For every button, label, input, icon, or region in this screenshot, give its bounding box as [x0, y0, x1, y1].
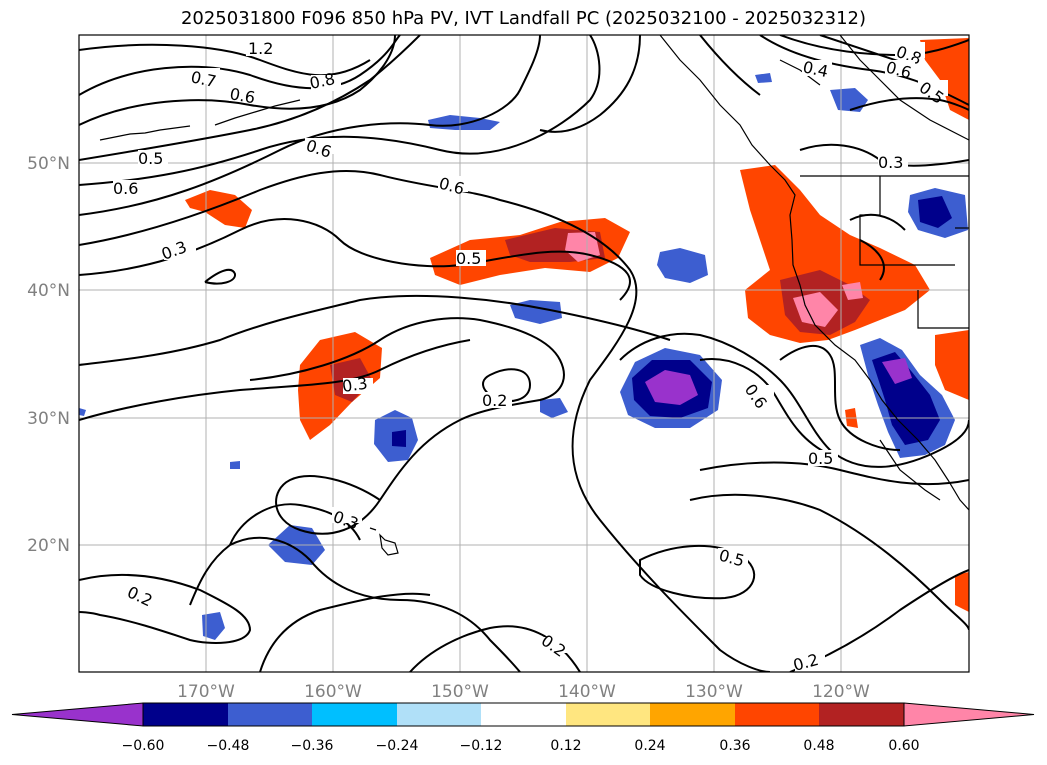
lon-label: 170°W [177, 682, 235, 702]
contour-label: 0.6 [113, 179, 138, 198]
lat-label: 20°N [27, 536, 70, 556]
pv-contours [79, 35, 969, 672]
longitude-labels: 170°W 160°W 150°W 140°W 130°W 120°W [177, 682, 870, 702]
contour-label: 0.6 [228, 84, 256, 107]
contour-label: 0.2 [482, 391, 507, 410]
colorbar-tick-label: 0.48 [803, 738, 834, 754]
lon-label: 130°W [685, 682, 743, 702]
contour-label: 0.3 [341, 374, 369, 396]
colorbar-tick-label: 0.12 [550, 738, 581, 754]
colorbar-ticks: −0.60 −0.48 −0.36 −0.24 −0.12 0.12 0.24 … [122, 738, 920, 754]
lat-label: 40°N [27, 281, 70, 301]
colorbar-tick-label: 0.36 [719, 738, 750, 754]
lat-label: 30°N [27, 409, 70, 429]
contour-label: 0.3 [878, 153, 903, 172]
colorbar-segment [143, 703, 228, 726]
contour-label: 0.5 [138, 149, 163, 168]
contour-label: 0.5 [808, 449, 833, 468]
contour-label: 0.5 [456, 249, 481, 268]
map-background [79, 35, 969, 672]
lat-label: 50°N [27, 154, 70, 174]
colorbar-tick-label: 0.24 [634, 738, 665, 754]
colorbar: −0.60 −0.48 −0.36 −0.24 −0.12 0.12 0.24 … [11, 702, 1035, 754]
colorbar-tick-label: −0.24 [376, 738, 419, 754]
colorbar-extend-max [903, 702, 1035, 727]
colorbar-tick-label: 0.60 [888, 738, 919, 754]
lon-label: 120°W [812, 682, 870, 702]
colorbar-segment [312, 703, 397, 726]
colorbar-segment [481, 703, 566, 726]
colorbar-segments [11, 702, 1035, 727]
lon-label: 150°W [431, 682, 489, 702]
colorbar-segment [228, 703, 312, 726]
map-border [78, 34, 970, 673]
colorbar-tick-label: −0.48 [207, 738, 250, 754]
colorbar-tick-label: −0.36 [291, 738, 334, 754]
colorbar-segment [735, 703, 819, 726]
lon-label: 160°W [304, 682, 362, 702]
contour-label: 1.2 [248, 39, 273, 58]
colorbar-frame [142, 702, 905, 727]
contour-label: 0.8 [308, 69, 337, 93]
contour-label: 0.4 [801, 57, 830, 81]
positive-anomaly-fills [185, 38, 969, 612]
coastlines [99, 35, 969, 556]
contour-labels: 1.2 0.7 0.6 0.8 0.5 0.6 0.6 0.3 0.5 0.3 … [113, 38, 948, 675]
contour-label: 0.7 [189, 67, 218, 91]
map-title: 2025031800 F096 850 hPa PV, IVT Landfall… [180, 8, 867, 29]
colorbar-segment [650, 703, 735, 726]
colorbar-tick-label: −0.60 [122, 738, 165, 754]
lon-label: 140°W [558, 682, 616, 702]
colorbar-segment [566, 703, 650, 726]
colorbar-extend-min [11, 702, 144, 727]
colorbar-segment [819, 703, 904, 726]
latitude-labels: 50°N 40°N 30°N 20°N [27, 154, 70, 556]
colorbar-tick-label: −0.12 [460, 738, 503, 754]
colorbar-segment [397, 703, 481, 726]
